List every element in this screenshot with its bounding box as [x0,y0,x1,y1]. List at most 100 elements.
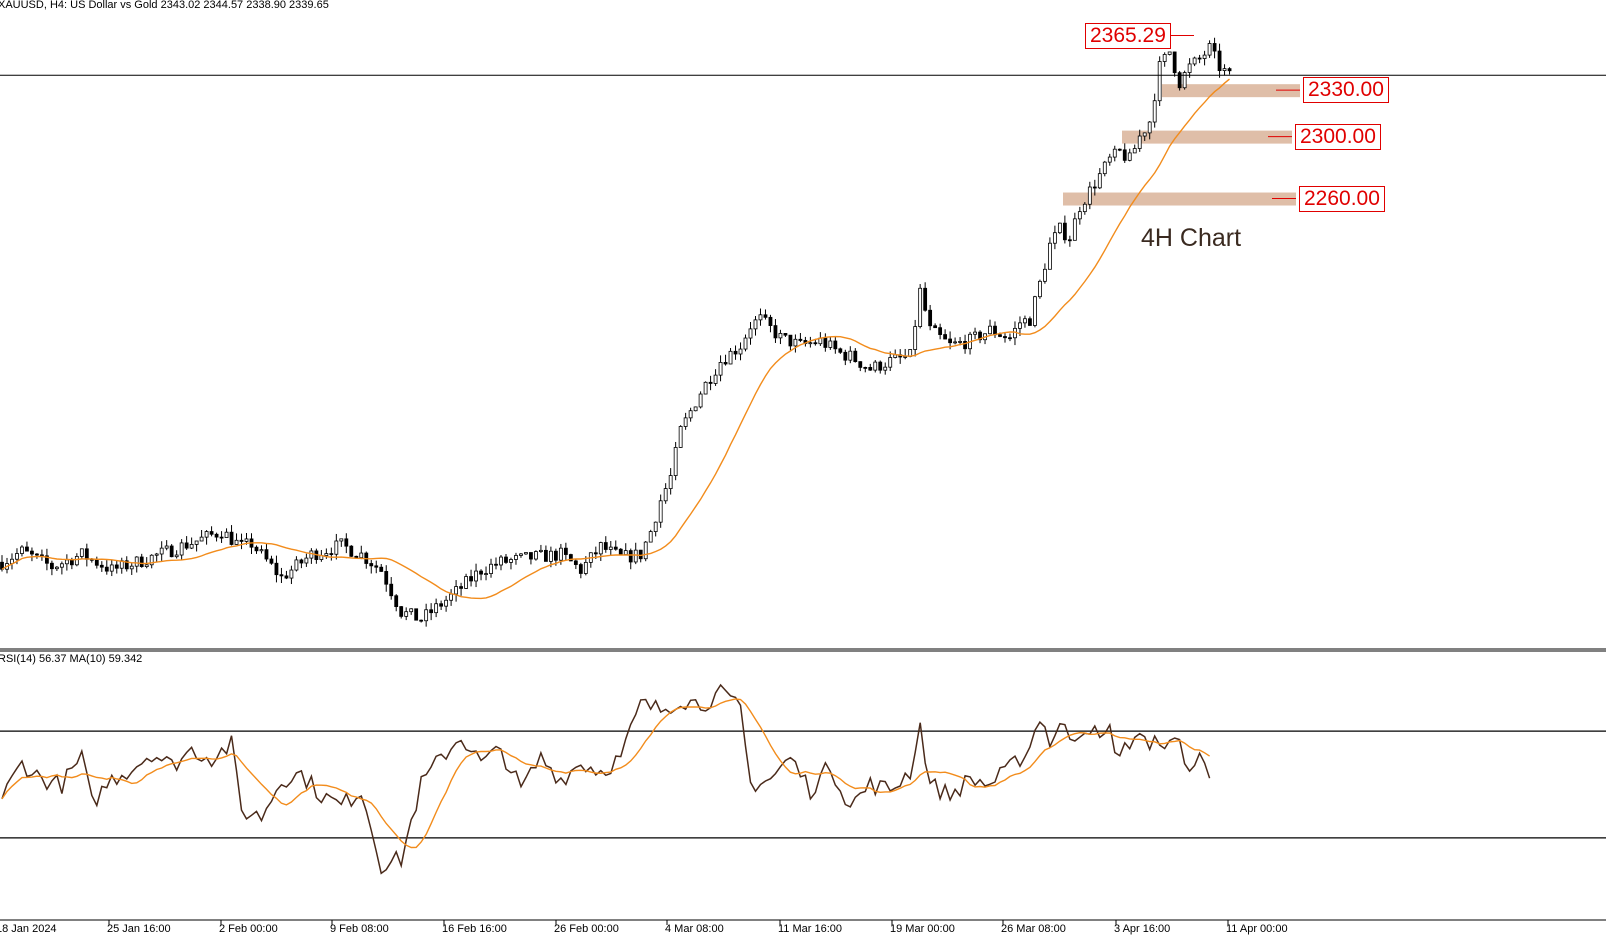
x-tick-label: 26 Mar 08:00 [1001,923,1066,935]
candle-body [159,547,164,555]
candle-body [568,554,573,562]
candle-body [1003,336,1007,339]
level-label-2300: 2300.00 [1295,123,1381,150]
candle-body [593,552,598,555]
candle-body [429,609,434,614]
candle-body [1167,51,1172,55]
candle-body [618,548,623,555]
candle-body [114,564,119,569]
candle-body [753,319,758,330]
candle-body [998,334,1002,337]
candle-body [489,563,493,574]
candle-body [1202,54,1207,59]
candle-body [244,538,249,542]
candle-body [1048,242,1052,270]
candle-body [30,550,34,555]
candle-body [289,569,294,579]
candle-body [833,340,838,350]
candle-body [374,565,379,568]
candle-body [74,556,79,566]
candle-body [434,603,439,614]
candle-body [913,326,918,350]
candle-body [234,539,239,545]
candle-body [1023,318,1027,324]
candle-body [878,361,883,371]
candle-body [94,559,99,566]
candle-body [154,553,159,556]
candle-body [549,550,553,562]
candle-body [519,553,523,556]
candle-body [693,406,698,412]
candle-body [194,540,199,545]
candle-body [409,608,414,613]
x-tick-label: 25 Jan 16:00 [107,923,171,935]
candle-body [643,541,648,560]
candle-body [858,361,863,368]
candle-body [603,542,608,550]
candle-body [1038,280,1042,298]
candle-body [454,586,458,595]
candle-body [1127,152,1132,161]
candle-body [269,558,274,564]
candle-body [209,531,214,535]
candle-body [349,545,354,557]
candle-body [843,351,848,361]
support-zone [1063,192,1296,206]
candle-body [149,554,154,566]
candle-body [25,546,29,552]
candle-body [988,325,992,335]
candle-body [484,573,488,575]
candle-body [958,341,962,343]
candle-body [1112,148,1117,158]
candle-body [723,362,728,365]
candle-body [164,545,169,549]
candle-body [544,549,548,562]
candle-body [658,500,663,523]
candle-body [479,570,483,575]
candle-body [219,536,224,539]
candle-body [1097,173,1102,189]
x-tick-label: 19 Mar 00:00 [890,923,955,935]
candle-body [99,564,104,568]
candle-body [963,341,967,350]
candle-body [424,609,429,622]
candle-body [1033,296,1037,326]
candle-body [254,546,259,552]
candle-body [299,559,304,564]
candle-body [798,338,803,341]
rsi-label: RSI(14) 56.37 MA(10) 59.342 [0,653,143,665]
candle-body [823,337,828,348]
candle-body [174,554,179,558]
candle-body [334,540,339,555]
candle-body [708,381,713,384]
candle-body [918,287,923,327]
candle-body [469,576,473,582]
candle-body [509,559,513,563]
candle-body [329,553,334,555]
candle-body [628,550,633,563]
candle-body [813,342,818,345]
candle-body [1008,337,1012,340]
candle-body [324,553,329,556]
rsi-line [1,683,1211,875]
candle-body [189,544,194,549]
candle-body [504,556,508,563]
candle-body [259,549,264,552]
candle-body [943,334,948,340]
x-tick-label: 4 Mar 08:00 [665,923,724,935]
moving-average-line [1,78,1230,600]
candle-body [698,393,703,408]
rsi-ma-line [1,698,1210,849]
candle-body [793,338,798,347]
candle-body [529,552,533,560]
candle-body [354,555,359,559]
candle-body [738,348,743,355]
candle-body [1197,57,1202,60]
candle-body [1207,43,1212,56]
candle-body [688,410,693,419]
candle-body [284,575,289,579]
candle-body [1067,239,1072,242]
candle-body [993,325,997,336]
candle-body [1162,54,1167,62]
